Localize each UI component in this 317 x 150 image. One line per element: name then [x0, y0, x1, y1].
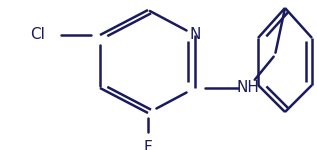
Text: Cl: Cl — [30, 27, 45, 42]
Text: F: F — [144, 140, 152, 150]
Text: NH: NH — [236, 81, 259, 96]
Text: N: N — [189, 27, 201, 42]
